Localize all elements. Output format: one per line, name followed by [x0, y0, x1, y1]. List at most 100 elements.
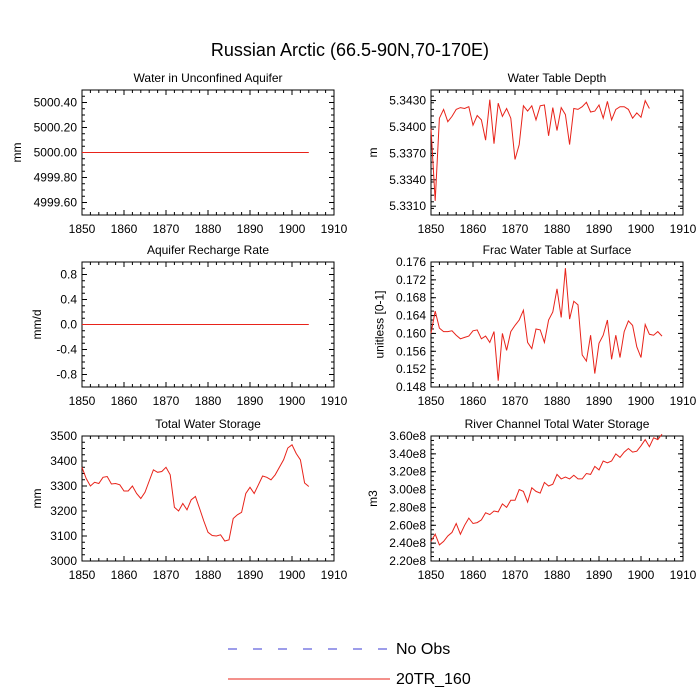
x-tick-label: 1850 [69, 568, 96, 582]
x-tick-label: 1880 [195, 222, 222, 236]
y-tick-label: 5.3430 [389, 94, 426, 108]
x-tick-label: 1880 [544, 568, 571, 582]
y-tick-label: 5.3370 [389, 146, 426, 160]
legend-entry-2: 20TR_160 [228, 671, 471, 688]
panels: Water in Unconfined Aquifer 1850 1860 1870 1… [10, 71, 697, 582]
y-tick-label: 0.176 [396, 255, 426, 269]
x-tick-label: 1890 [586, 568, 613, 582]
y-tick-label: 3000 [50, 554, 77, 568]
y-tick-label: 2.80e8 [389, 500, 426, 514]
legend: No Obs 20TR_160 [228, 641, 471, 688]
y-axis-label: mm/d [30, 310, 44, 340]
x-tick-label: 1860 [111, 394, 138, 408]
plot-frame [430, 435, 684, 562]
series-line-20TR_160 [430, 433, 663, 546]
y-tick-label: 0.4 [60, 293, 77, 307]
y-tick-label: -0.8 [56, 368, 77, 382]
x-tick-label: 1880 [195, 568, 222, 582]
x-tick-label: 1850 [418, 568, 445, 582]
x-tick-label: 1850 [69, 222, 96, 236]
panel-title: Aquifer Recharge Rate [147, 243, 269, 257]
y-tick-label: 3200 [50, 504, 77, 518]
x-tick-label: 1890 [586, 394, 613, 408]
x-tick-label: 1890 [237, 394, 264, 408]
panel-title: Total Water Storage [155, 417, 261, 431]
y-tick-label: 0.8 [60, 268, 77, 282]
x-tick-label: 1870 [502, 394, 529, 408]
y-axis-label: mm [10, 143, 24, 163]
legend-entry-1: No Obs [228, 641, 450, 658]
y-tick-label: 2.40e8 [389, 536, 426, 550]
chart-panel-2: Water Table Depth 1850 1860 1870 1880 1890 190… [366, 71, 697, 236]
y-tick-label: 0.160 [396, 326, 426, 340]
x-tick-label: 1860 [460, 222, 487, 236]
x-tick-label: 1890 [237, 222, 264, 236]
x-tick-label: 1910 [670, 394, 697, 408]
x-tick-label: 1880 [195, 394, 222, 408]
y-axis-label: m3 [366, 490, 380, 507]
series-line-20TR_160 [81, 444, 310, 542]
chart-panel-1: Water in Unconfined Aquifer 1850 1860 1870 1… [10, 71, 348, 236]
series-line-20TR_160 [430, 268, 663, 381]
x-tick-label: 1850 [418, 394, 445, 408]
y-tick-label: 0.168 [396, 291, 426, 305]
y-tick-label: 5.3340 [389, 173, 426, 187]
y-tick-label: 3100 [50, 529, 77, 543]
y-tick-label: 3500 [50, 429, 77, 443]
y-tick-label: -0.4 [56, 343, 77, 357]
y-tick-label: 5000.40 [34, 96, 78, 110]
chart-panel-5: Total Water Storage 1850 1860 1870 1880 1890 1… [30, 417, 347, 582]
y-tick-label: 0.164 [396, 309, 426, 323]
legend-label: No Obs [396, 641, 450, 658]
y-axis-label: unitless [0-1] [373, 290, 387, 358]
y-tick-label: 4999.80 [34, 171, 78, 185]
x-tick-label: 1870 [153, 568, 180, 582]
x-tick-label: 1910 [321, 222, 348, 236]
x-tick-label: 1870 [153, 222, 180, 236]
x-tick-label: 1860 [460, 568, 487, 582]
x-tick-label: 1890 [237, 568, 264, 582]
y-tick-label: 0.0 [60, 318, 77, 332]
series-line-20TR_160 [430, 99, 650, 201]
x-tick-label: 1910 [321, 394, 348, 408]
panel-title: Water in Unconfined Aquifer [134, 71, 283, 85]
x-tick-label: 1870 [502, 222, 529, 236]
x-tick-label: 1900 [628, 394, 655, 408]
y-tick-label: 0.148 [396, 380, 426, 394]
x-tick-label: 1880 [544, 222, 571, 236]
y-tick-label: 4999.60 [34, 196, 78, 210]
y-axis-label: m [366, 148, 380, 158]
y-tick-label: 5000.00 [34, 146, 78, 160]
x-tick-label: 1890 [586, 222, 613, 236]
figure-title: Russian Arctic (66.5-90N,70-170E) [211, 40, 489, 60]
y-tick-label: 2.20e8 [389, 554, 426, 568]
y-axis-label: mm [30, 489, 44, 509]
x-tick-label: 1860 [111, 222, 138, 236]
y-tick-label: 5.3400 [389, 120, 426, 134]
x-tick-label: 1850 [418, 222, 445, 236]
y-tick-label: 3400 [50, 454, 77, 468]
y-tick-label: 2.60e8 [389, 518, 426, 532]
y-tick-label: 3.20e8 [389, 465, 426, 479]
y-tick-label: 3.00e8 [389, 483, 426, 497]
x-tick-label: 1880 [544, 394, 571, 408]
y-tick-label: 3.60e8 [389, 429, 426, 443]
y-tick-label: 5000.20 [34, 121, 78, 135]
chart-panel-6: River Channel Total Water Storage 1850 186… [366, 417, 697, 582]
plot-frame [81, 435, 335, 562]
panel-title: Water Table Depth [508, 71, 607, 85]
x-tick-label: 1870 [502, 568, 529, 582]
x-tick-label: 1910 [670, 568, 697, 582]
x-tick-label: 1900 [628, 222, 655, 236]
x-tick-label: 1910 [670, 222, 697, 236]
x-tick-label: 1900 [279, 394, 306, 408]
x-tick-label: 1900 [279, 222, 306, 236]
x-tick-label: 1900 [628, 568, 655, 582]
legend-label: 20TR_160 [396, 671, 471, 688]
x-tick-label: 1860 [460, 394, 487, 408]
panel-title: Frac Water Table at Surface [483, 243, 632, 257]
x-tick-label: 1870 [153, 394, 180, 408]
x-tick-label: 1900 [279, 568, 306, 582]
y-tick-label: 3300 [50, 479, 77, 493]
